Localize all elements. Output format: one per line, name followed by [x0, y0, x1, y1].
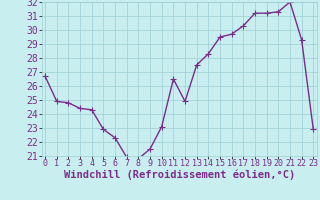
X-axis label: Windchill (Refroidissement éolien,°C): Windchill (Refroidissement éolien,°C) [64, 170, 295, 180]
